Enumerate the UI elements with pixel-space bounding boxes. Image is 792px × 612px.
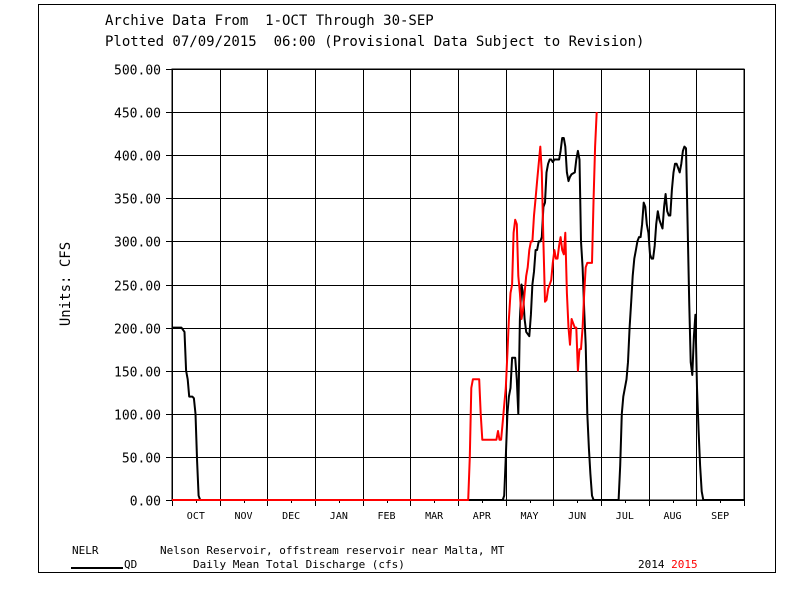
- param-desc: Daily Mean Total Discharge (cfs): [193, 558, 405, 571]
- y-tick-label: 200.00: [114, 323, 161, 338]
- series-line-2015: [172, 112, 598, 501]
- x-tick-label: NOV: [234, 511, 252, 522]
- x-tick-label: JUL: [616, 511, 634, 522]
- chart-frame: [38, 4, 776, 573]
- y-tick-labels: 0.00 50.00 100.00 150.00 200.00 250.00 300.00 3…: [114, 64, 161, 510]
- y-tick-label: 450.00: [114, 107, 161, 122]
- y-tick-label: 0.00: [130, 495, 161, 510]
- y-tick-label: 350.00: [114, 193, 161, 208]
- x-tick-label: DEC: [282, 511, 300, 522]
- x-tick-label: MAR: [425, 511, 444, 522]
- series-lines: [172, 112, 744, 501]
- legend-year-2014: 2014: [638, 558, 665, 571]
- x-tick-label: MAY: [520, 511, 538, 522]
- y-tick-label: 250.00: [114, 280, 161, 295]
- legend-year-2015: 2015: [671, 558, 698, 571]
- y-tick-label: 300.00: [114, 236, 161, 251]
- x-tick-label: AUG: [663, 511, 681, 522]
- x-tick-label: JUN: [568, 511, 586, 522]
- y-tick-label: 400.00: [114, 150, 161, 165]
- station-id: NELR: [72, 544, 99, 557]
- y-tick-label: 150.00: [114, 366, 161, 381]
- y-tick-label: 100.00: [114, 409, 161, 424]
- x-tick-label: SEP: [711, 511, 729, 522]
- legend-years: 2014 2015: [638, 558, 698, 571]
- y-tick-label: 50.00: [122, 452, 161, 467]
- series-line-2014: [172, 137, 744, 501]
- station-name: Nelson Reservoir, offstream reservoir ne…: [160, 544, 505, 557]
- x-tick-labels: OCT NOV DEC JAN FEB MAR APR MAY JUN JUL AUG SEP: [187, 511, 729, 522]
- x-tick-label: JAN: [330, 511, 348, 522]
- y-tick-label: 500.00: [114, 64, 161, 79]
- y-axis-label: Units: CFS: [58, 242, 74, 326]
- x-tick-label: FEB: [377, 511, 395, 522]
- legend-line-2014: [71, 567, 123, 569]
- x-tick-label: APR: [473, 511, 492, 522]
- header-title: Archive Data From 1-OCT Through 30-SEP: [105, 13, 434, 29]
- param-code: QD: [124, 558, 138, 571]
- header-subtitle: Plotted 07/09/2015 06:00 (Provisional Da…: [105, 34, 645, 50]
- x-tick-label: OCT: [187, 511, 205, 522]
- grid: [166, 68, 745, 506]
